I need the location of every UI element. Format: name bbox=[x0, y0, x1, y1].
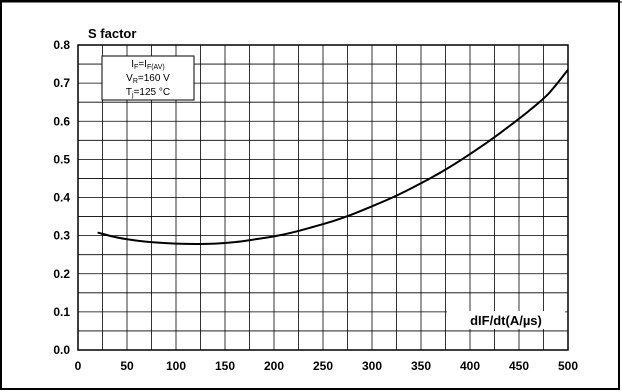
y-tick-label: 0.5 bbox=[53, 152, 70, 166]
x-tick-label: 250 bbox=[313, 359, 333, 373]
chart-title: S factor bbox=[88, 26, 136, 41]
y-tick-label: 0.4 bbox=[53, 191, 70, 205]
x-tick-label: 200 bbox=[264, 359, 284, 373]
x-tick-label: 100 bbox=[166, 359, 186, 373]
y-tick-label: 0.8 bbox=[53, 38, 70, 52]
x-tick-label: 50 bbox=[120, 359, 134, 373]
grid bbox=[78, 45, 568, 350]
x-tick-label: 450 bbox=[509, 359, 529, 373]
conditions-box: IF=IF(AV) VR=160 V Tj=125 °C bbox=[101, 55, 195, 101]
condition-temperature: Tj=125 °C bbox=[126, 87, 170, 99]
x-tick-label: 350 bbox=[411, 359, 431, 373]
y-tick-labels: 0.0 0.1 0.2 0.3 0.4 0.5 0.6 0.7 0.8 bbox=[53, 38, 70, 357]
x-axis-label: dIF/dt(A/µs) bbox=[470, 313, 542, 328]
condition-voltage: VR=160 V bbox=[126, 73, 170, 85]
x-tick-label: 400 bbox=[460, 359, 480, 373]
x-tick-label: 150 bbox=[215, 359, 235, 373]
x-tick-label: 500 bbox=[558, 359, 578, 373]
conditions-box-bg bbox=[101, 55, 195, 101]
y-tick-label: 0.7 bbox=[53, 76, 70, 90]
y-tick-label: 0.6 bbox=[53, 114, 70, 128]
x-tick-label: 0 bbox=[75, 359, 82, 373]
x-tick-label: 300 bbox=[362, 359, 382, 373]
plot-frame bbox=[77, 44, 569, 351]
condition-current: IF=IF(AV) bbox=[131, 59, 164, 71]
x-axis-label-box: dIF/dt(A/µs) bbox=[447, 311, 565, 329]
y-tick-label: 0.2 bbox=[53, 267, 70, 281]
x-axis-label-bg bbox=[447, 311, 565, 329]
s-factor-curve bbox=[97, 69, 569, 246]
x-tick-labels: 0 50 100 150 200 250 300 350 400 450 500 bbox=[75, 359, 579, 373]
y-tick-label: 0.0 bbox=[53, 343, 70, 357]
y-tick-label: 0.1 bbox=[53, 305, 70, 319]
y-tick-label: 0.3 bbox=[53, 229, 70, 243]
